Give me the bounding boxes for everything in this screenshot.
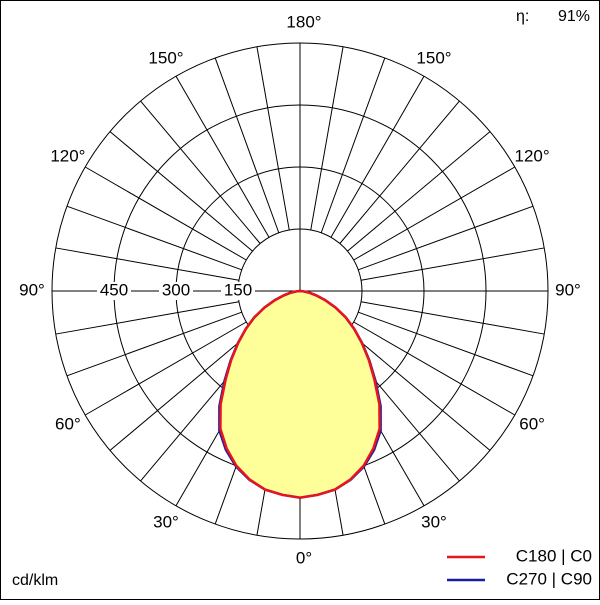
radial-grid-line	[109, 131, 253, 252]
intensity-curve	[299, 289, 381, 499]
radial-grid-line	[66, 311, 242, 377]
r-tick-label: 450	[100, 280, 128, 299]
radial-grid-line	[140, 100, 261, 244]
intensity-curve	[219, 289, 301, 499]
label-bg	[159, 282, 193, 300]
radial-grid-line	[310, 46, 344, 231]
labels: 0° 30° 30° 60° 60° 90° 90° 120° 120° 150° 150° 180°…	[19, 12, 592, 588]
radial-grid-line	[360, 301, 545, 335]
legend-label: C270 | C90	[506, 569, 592, 588]
radial-grid-line	[353, 321, 516, 416]
label-bg	[221, 282, 255, 300]
radial-grid-line	[214, 57, 280, 233]
radial-grid-line	[320, 57, 386, 233]
radial-grid-line	[347, 131, 491, 252]
angle-tick-label: 120°	[50, 146, 85, 165]
radial-grid-line	[360, 247, 545, 281]
angle-tick-label: 30°	[421, 513, 447, 532]
angle-tick-label: 0°	[296, 548, 312, 567]
radial-grid-line	[358, 205, 534, 271]
radial-grid-line	[339, 100, 460, 244]
legend-label: C180 | C0	[516, 546, 592, 565]
radial-grid-line	[353, 166, 516, 261]
radial-grid-line	[109, 330, 253, 451]
angle-tick-label: 90°	[19, 280, 45, 299]
data	[218, 289, 382, 499]
efficiency-value: 91%	[558, 8, 590, 25]
label-bg	[97, 282, 131, 300]
angle-tick-label: 180°	[286, 12, 321, 31]
angle-tick-label: 90°	[555, 280, 581, 299]
radial-grid-line	[84, 321, 247, 416]
radial-grid-line	[66, 205, 242, 271]
light-area	[220, 291, 380, 498]
radial-grid-line	[55, 301, 240, 335]
angle-tick-label: 60°	[55, 414, 81, 433]
radial-grid-line	[358, 311, 534, 377]
radial-grid-line	[84, 166, 247, 261]
r-tick-label: 300	[162, 280, 190, 299]
angle-tick-label: 60°	[519, 414, 545, 433]
efficiency-label: η:	[516, 8, 529, 25]
angle-tick-label: 120°	[515, 146, 550, 165]
radial-grid-line	[347, 330, 491, 451]
r-tick-label: 150	[224, 280, 252, 299]
radial-grid-line	[55, 247, 240, 281]
angle-tick-label: 150°	[148, 48, 183, 67]
radial-grid-line	[330, 75, 425, 238]
unit-label: cd/klm	[12, 572, 58, 589]
radial-grid-line	[175, 75, 270, 238]
angle-tick-label: 150°	[416, 48, 451, 67]
radial-grid-line	[256, 46, 290, 231]
angle-tick-label: 30°	[153, 513, 179, 532]
